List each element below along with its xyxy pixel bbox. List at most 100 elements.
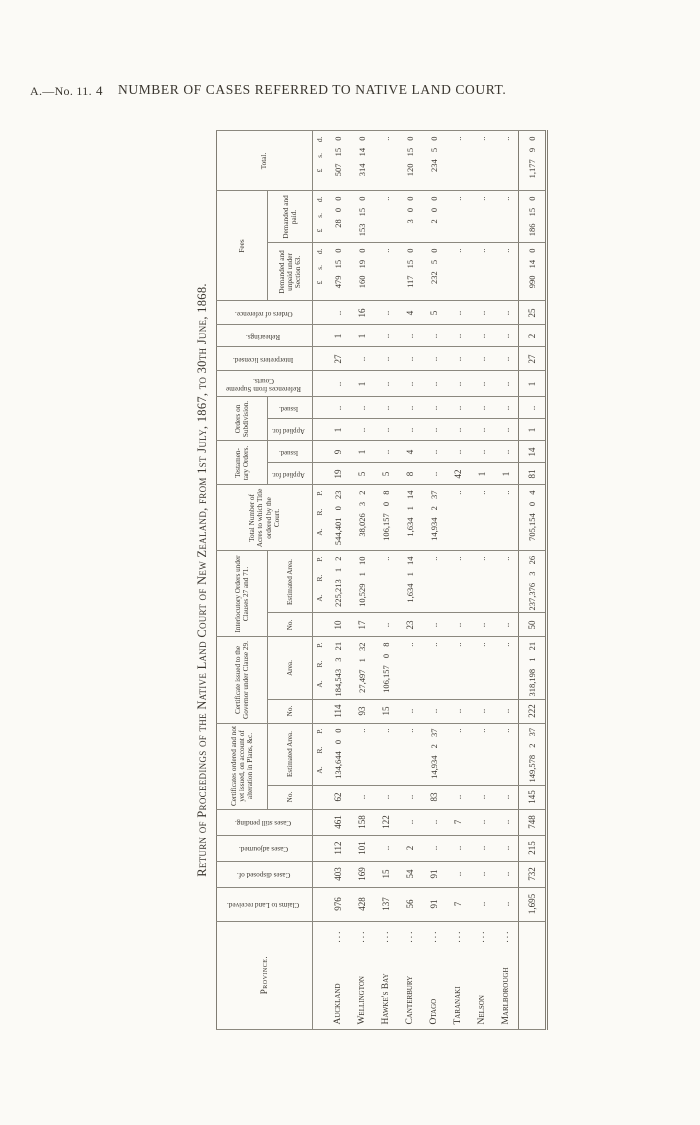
subcol-fees-demanded-unpaid: Demanded and unpaid under Section 63. (267, 242, 313, 301)
table-cell: .. (494, 785, 519, 810)
table-cell: 137 (374, 887, 398, 922)
table-cell: 112 (326, 835, 350, 862)
table-cell: 158 (350, 809, 374, 836)
table-cell: 91 (422, 861, 446, 888)
table-cell: 38,026 3 2 (350, 484, 374, 551)
table-cell: .. (446, 613, 470, 637)
table-cell: .. (470, 723, 494, 786)
province-name: Wellington (357, 976, 367, 1025)
col-header-references-supreme-courts: References from Supreme Courts. (216, 370, 313, 397)
table-cell: .. (422, 637, 446, 700)
province-row: Hawke's Bay... 137 15.. 122.... 15 106,157 0 … (374, 130, 398, 1030)
table-cell: .. (398, 324, 422, 347)
table-cell: .. (422, 370, 446, 397)
table-cell: .. (494, 613, 519, 637)
table-cell: 42 (446, 462, 470, 485)
table-cell: .. (398, 396, 422, 419)
rotated-table-container: Return of Proceedings of the Native Land… (195, 120, 553, 1040)
table-cell (312, 418, 326, 441)
table-cell: 54 (398, 861, 422, 888)
table-cell: .. (422, 324, 446, 347)
table-cell: .. (398, 809, 422, 836)
table-cell: .. (470, 418, 494, 441)
table-cell: .. (494, 300, 519, 325)
leader-dots: ... (429, 929, 439, 943)
group-header-interlocutory-orders: Interlocutory Orders under Clauses 27 an… (216, 550, 268, 637)
table-cell: .. (374, 550, 398, 613)
subcol-testamentary-applied-for: Applied for. (267, 462, 313, 485)
table-cell: .. (470, 300, 494, 325)
table-cell: .. (374, 190, 398, 243)
province-name: Auckland (333, 983, 343, 1025)
table-cell: 705,154 0 4 (518, 484, 547, 551)
table-cell: 4 (398, 300, 422, 325)
table-cell: 314 14 0 (350, 130, 374, 191)
table-cell: .. (494, 484, 519, 551)
table-cell: 2 (398, 835, 422, 862)
subcol-cert-ordered-estimated-area: Estimated Area. (267, 723, 313, 786)
table-cell: 1 (326, 324, 350, 347)
table-cell: 5 (350, 462, 374, 485)
table-cell: .. (398, 418, 422, 441)
table-cell: .. (374, 440, 398, 463)
row-stub: Wellington... (350, 921, 374, 1030)
province-name: Taranaki (453, 986, 463, 1025)
subcol-subdivision-applied-for: Applied for. (267, 418, 313, 441)
table-cell: .. (446, 130, 470, 191)
table-cell: 225,213 1 2 (326, 550, 350, 613)
table-cell: 25 (518, 300, 547, 325)
leader-dots: ... (501, 929, 511, 943)
table-cell: .. (446, 637, 470, 700)
table-cell: .. (446, 861, 470, 888)
table-cell: .. (470, 887, 494, 922)
table-cell: 27 (518, 346, 547, 371)
table-cell: .. (350, 723, 374, 786)
table-cell (312, 835, 326, 862)
table-cell: .. (494, 723, 519, 786)
table-cell: .. (470, 324, 494, 347)
table-cell: .. (374, 370, 398, 397)
table-cell: .. (398, 637, 422, 700)
table-cell: 215 (518, 835, 547, 862)
row-stub: Auckland... (326, 921, 350, 1030)
table-cell: 27,497 1 32 (350, 637, 374, 700)
table-cell: 2 0 0 (422, 190, 446, 243)
row-stub: Otago... (422, 921, 446, 1030)
table-cell: 428 (350, 887, 374, 922)
leader-dots: ... (453, 929, 463, 943)
table-cell: 184,543 3 21 (326, 637, 350, 700)
table-cell: 16 (350, 300, 374, 325)
table-cell (312, 324, 326, 347)
document-reference: A.—No. 11. (30, 84, 92, 98)
province-row: Marlborough......................... 1...… (494, 130, 519, 1030)
table-cell: 5 (374, 462, 398, 485)
province-name: Marlborough (501, 967, 511, 1025)
table-cell: 544,401 0 23 (326, 484, 350, 551)
table-cell: .. (470, 835, 494, 862)
table-cell: 15 (374, 699, 398, 724)
table-cell: .. (374, 324, 398, 347)
table-cell: 3 0 0 (398, 190, 422, 243)
table-cell: .. (470, 440, 494, 463)
row-stub (518, 921, 547, 1030)
table-cell (312, 370, 326, 397)
table-cell: 5 (422, 300, 446, 325)
table-cell: .. (422, 809, 446, 836)
table-cell: .. (350, 418, 374, 441)
table-cell: .. (470, 396, 494, 419)
province-name: Canterbury (405, 975, 415, 1025)
province-row: Nelson......................... 1........… (470, 130, 494, 1030)
table-cell: .. (446, 396, 470, 419)
table-cell: 160 19 0 (350, 242, 374, 301)
table-cell: 1 (518, 418, 547, 441)
leader-dots: ... (477, 929, 487, 943)
table-cell: .. (446, 324, 470, 347)
table-cell (312, 861, 326, 888)
table-cell: .. (398, 723, 422, 786)
table-cell: 4 (398, 440, 422, 463)
table-cell: .. (494, 418, 519, 441)
leader-dots: ... (405, 929, 415, 943)
table-cell: .. (494, 324, 519, 347)
table-cell: .. (350, 785, 374, 810)
col-header-adjourned: Cases adjourned. (216, 835, 313, 862)
